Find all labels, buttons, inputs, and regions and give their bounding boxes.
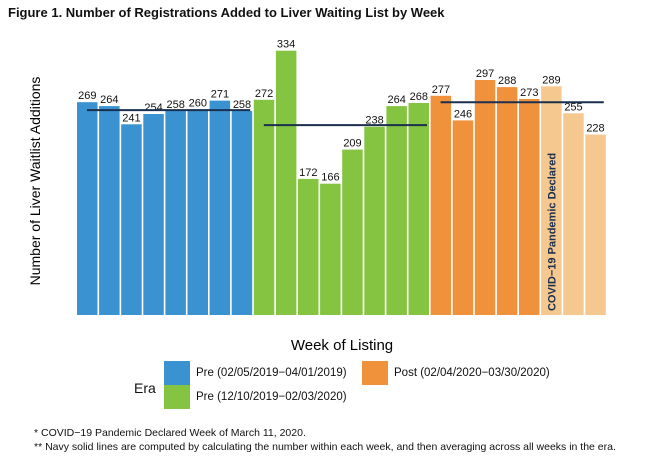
bar-value-label: 246 (454, 108, 472, 120)
bar-value-label: 260 (189, 97, 207, 109)
bar-value-label: 269 (78, 90, 96, 102)
bar-value-label: 271 (211, 89, 229, 101)
legend-swatch-pre-2020 (164, 385, 190, 409)
bar-value-label: 268 (410, 91, 428, 103)
bar-2-6 (364, 126, 385, 315)
legend-item-post: Post (02/04/2020−03/30/2020) (362, 361, 550, 385)
bar-2-5 (342, 149, 363, 315)
legend-item-pre-2019: Pre (02/05/2019−04/01/2019) (164, 361, 347, 385)
bar-value-label: 166 (321, 172, 339, 184)
bar-chart: Number of Liver Waitlist Additions Week … (27, 39, 606, 354)
bar-value-label: 289 (542, 74, 560, 86)
bar-1-4 (143, 114, 164, 315)
bar-2-1 (253, 99, 275, 315)
bar-value-label: 272 (255, 88, 273, 100)
figure-title: Figure 1. Number of Registrations Added … (8, 5, 445, 20)
bar-1-3 (121, 124, 142, 315)
bar-3-7 (563, 113, 584, 316)
legend-label-pre-2020: Pre (12/10/2019−02/03/2020) (196, 391, 347, 403)
bar-value-label: 228 (586, 123, 604, 135)
footnote-2: ** Navy solid lines are computed by calc… (34, 441, 616, 453)
bar-value-label: 334 (277, 39, 295, 51)
bar-3-5 (519, 99, 540, 315)
legend-title: Era (134, 380, 156, 396)
bar-value-label: 258 (233, 99, 251, 111)
bar-3-1 (430, 95, 452, 315)
bar-3-2 (452, 120, 474, 316)
bar-value-label: 238 (365, 115, 383, 127)
legend-swatch-post (362, 361, 388, 385)
y-axis-label: Number of Liver Waitlist Additions (27, 77, 43, 286)
bar-2-2 (275, 50, 297, 315)
bar-2-8 (408, 103, 429, 315)
bar-3-6 (541, 86, 562, 315)
bar-3-3 (474, 80, 496, 315)
bar-value-label: 273 (520, 87, 538, 99)
bar-1-6 (187, 109, 208, 315)
legend-label-post: Post (02/04/2020−03/30/2020) (394, 367, 550, 379)
footnote-1: * COVID−19 Pandemic Declared Week of Mar… (34, 427, 306, 439)
bar-2-3 (298, 178, 319, 315)
bar-1-1 (77, 102, 98, 315)
bar-1-2 (99, 106, 120, 315)
bar-2-4 (320, 183, 341, 315)
bar-1-7 (209, 100, 231, 315)
bar-1-8 (231, 110, 253, 316)
legend-item-pre-2020: Pre (12/10/2019−02/03/2020) (164, 385, 347, 409)
bar-value-label: 209 (343, 138, 361, 150)
bar-3-8 (585, 134, 606, 315)
bar-value-label: 172 (299, 167, 317, 179)
bar-value-label: 254 (144, 102, 162, 114)
bar-2-7 (386, 106, 407, 315)
bar-value-label: 255 (564, 101, 582, 113)
bar-value-label: 277 (432, 84, 450, 96)
bar-3-4 (496, 87, 518, 315)
legend: Era Pre (02/05/2019−04/01/2019) Pre (12/… (134, 358, 574, 409)
bar-value-label: 288 (498, 75, 516, 87)
x-axis-label: Week of Listing (291, 337, 393, 354)
legend-swatch-pre-2019 (164, 361, 190, 385)
legend-label-pre-2019: Pre (02/05/2019−04/01/2019) (196, 367, 347, 379)
footnotes: * COVID−19 Pandemic Declared Week of Mar… (34, 426, 616, 454)
bar-value-label: 264 (388, 94, 406, 106)
bar-1-5 (165, 110, 186, 316)
pandemic-annotation: COVID−19 Pandemic Declared (546, 153, 558, 311)
bar-value-label: 264 (100, 94, 118, 106)
bar-value-label: 241 (122, 112, 140, 124)
bar-value-label: 258 (167, 99, 185, 111)
bar-value-label: 297 (476, 68, 494, 80)
